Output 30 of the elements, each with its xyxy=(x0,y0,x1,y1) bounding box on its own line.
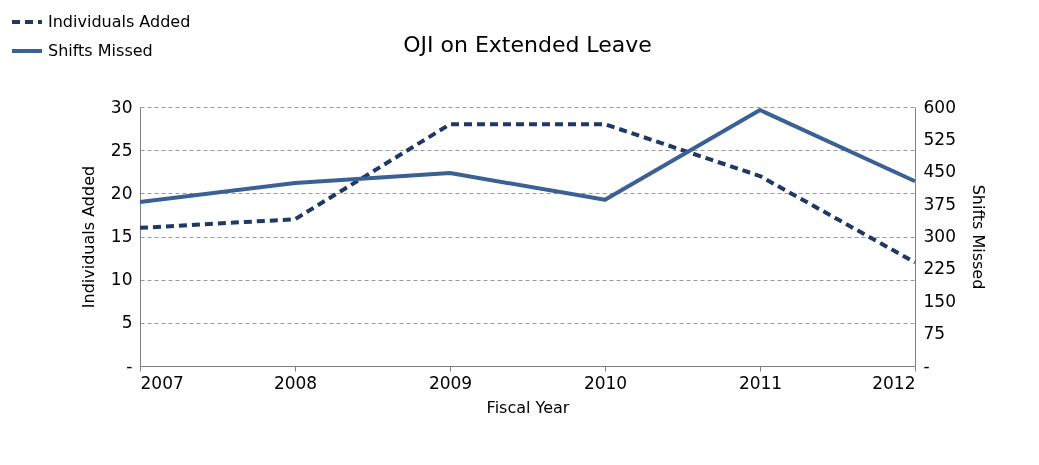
chart-title: OJI on Extended Leave xyxy=(403,32,652,57)
x-tick-label: 2008 xyxy=(273,372,318,393)
y2-tick-label: 150 xyxy=(923,290,956,311)
y2-tick-label: - xyxy=(923,355,930,376)
y2-tick-label: 600 xyxy=(923,96,956,117)
y-tick-label: 20 xyxy=(110,182,133,203)
y-tick-label: 10 xyxy=(110,269,133,290)
y-tick-label: - xyxy=(126,355,133,376)
x-tick-label: 2007 xyxy=(140,372,184,393)
line-series xyxy=(138,108,917,204)
x-tick-label: 2010 xyxy=(583,372,628,393)
y2-tick-label: 525 xyxy=(923,128,956,149)
y2-tick-label: 300 xyxy=(923,226,956,246)
x-tick-label: 2012 xyxy=(872,372,916,393)
y2-tick-label: 75 xyxy=(923,323,946,344)
x-tick-label: 2009 xyxy=(428,372,473,393)
x-axis-title: Fiscal Year xyxy=(486,397,570,417)
x-tick-label: 2011 xyxy=(738,372,783,393)
y2-tick-label: 375 xyxy=(923,193,956,214)
y-tick-label: 30 xyxy=(110,96,133,117)
y-axis-title: Individuals Added xyxy=(78,165,98,309)
y-tick-label: 15 xyxy=(110,226,133,246)
line-series xyxy=(138,122,917,265)
y2-axis-title: Shifts Missed xyxy=(968,184,988,290)
y-tick-label: 5 xyxy=(121,312,133,333)
y2-tick-label: 450 xyxy=(923,161,956,182)
y2-tick-label: 225 xyxy=(923,258,956,279)
legend-label: Individuals Added xyxy=(48,12,191,31)
y-tick-label: 25 xyxy=(110,139,133,160)
legend-label: Shifts Missed xyxy=(48,41,153,60)
